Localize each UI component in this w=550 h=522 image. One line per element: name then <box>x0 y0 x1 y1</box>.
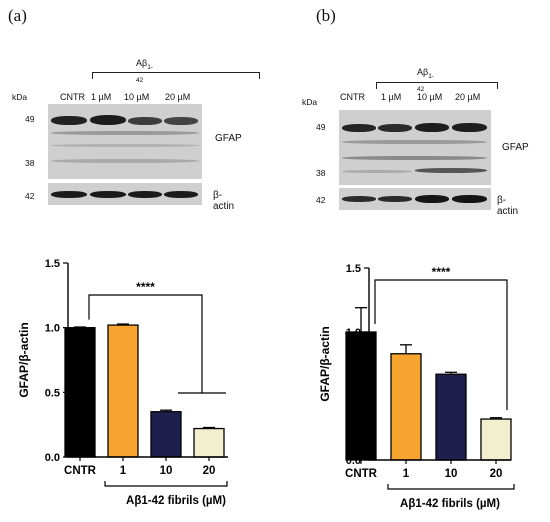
blot-band <box>378 196 412 202</box>
lane-label: 20 µM <box>455 92 481 102</box>
blot-band <box>415 123 449 132</box>
marker-49: 49 <box>25 114 35 124</box>
blot-band <box>128 117 162 125</box>
bar <box>345 331 377 461</box>
x-tick-label: 1 <box>403 468 410 480</box>
y-tick-label: 1.5 <box>346 263 361 275</box>
x-group-bracket <box>104 481 228 487</box>
lane-label: 20 µM <box>165 92 191 102</box>
protein-label-gfap: GFAP <box>502 142 529 153</box>
y-axis-label: GFAP/β-actin <box>17 322 31 397</box>
x-axis-label: Aβ1-42 fibrils (µM) <box>126 495 226 507</box>
blot-band <box>90 191 126 198</box>
blot-band <box>452 123 487 132</box>
bar <box>193 427 225 458</box>
x-tick-label: CNTR <box>64 465 97 477</box>
x-tick-label: 10 <box>160 465 173 477</box>
x-tick-label: 20 <box>490 468 503 480</box>
y-tick-label: 0.5 <box>45 387 60 399</box>
bar <box>390 353 422 461</box>
kda-label: kDa <box>12 92 28 102</box>
actin-blot <box>48 183 202 205</box>
bar-chart-a: 0.0 0.5 1.0 1.5 GFAP/β-actin CNTR 1 10 20 Aβ1-42 … <box>17 258 228 507</box>
bar-chart-b: 0.00.51.01.5GFAP/β-actinCNTR11020Aβ1-42 … <box>318 263 515 510</box>
blot-band <box>51 144 199 147</box>
blot-band <box>342 170 412 173</box>
bar <box>480 418 512 461</box>
group-label: Aβ1-42 <box>417 67 434 93</box>
blot-band <box>415 168 487 173</box>
group-label: Aβ1-42 <box>136 58 153 84</box>
blot-band <box>342 196 376 202</box>
lane-label: CNTR <box>340 92 365 102</box>
blot-band <box>342 124 376 132</box>
blot-band <box>90 115 126 125</box>
group-bracket <box>92 72 260 79</box>
lane-label: CNTR <box>60 92 85 102</box>
y-tick-label: 1.5 <box>45 258 60 270</box>
blot-band <box>51 131 199 135</box>
blot-band <box>164 191 198 198</box>
significance-label: **** <box>432 265 451 279</box>
significance-label: **** <box>136 280 155 294</box>
blot-band <box>51 116 87 125</box>
marker-38: 38 <box>316 168 326 178</box>
blot-band <box>452 195 487 203</box>
protein-label-gfap: GFAP <box>215 133 242 144</box>
bar <box>150 411 182 458</box>
x-tick-label: 10 <box>445 468 458 480</box>
x-group-bracket <box>387 484 515 490</box>
actin-blot <box>339 188 491 210</box>
x-tick-label: 20 <box>203 465 216 477</box>
blot-band <box>51 191 87 198</box>
blot-band <box>415 195 449 203</box>
bar <box>107 324 139 458</box>
protein-label-actin: β-actin <box>213 190 235 212</box>
marker-38: 38 <box>25 158 35 168</box>
y-axis-label: GFAP/β-actin <box>318 326 332 401</box>
kda-label: kDa <box>302 97 318 107</box>
group-bracket <box>376 82 498 89</box>
blot-band <box>342 140 487 144</box>
blot-band <box>51 159 199 163</box>
x-tick-label: 1 <box>120 465 127 477</box>
blot-band <box>128 191 162 198</box>
lane-label: 1 µM <box>381 92 402 102</box>
significance-bracket <box>374 279 508 410</box>
x-axis-label: Aβ1-42 fibrils (µM) <box>400 498 500 510</box>
marker-42: 42 <box>25 191 35 201</box>
bar <box>64 327 96 458</box>
lane-label: 10 µM <box>124 92 150 102</box>
y-tick-label: 0.0 <box>45 452 60 464</box>
marker-42: 42 <box>316 195 326 205</box>
significance-bracket <box>88 294 203 393</box>
x-tick-label: CNTR <box>345 468 378 480</box>
blot-band <box>164 117 198 125</box>
lane-label: 1 µM <box>91 92 112 102</box>
blot-band <box>378 124 412 132</box>
gfap-blot <box>48 104 202 179</box>
blot-band <box>342 156 487 160</box>
panel-label-a: (a) <box>8 6 27 25</box>
y-tick-label: 1.0 <box>45 323 60 335</box>
marker-49: 49 <box>316 122 326 132</box>
lane-label: 10 µM <box>417 92 443 102</box>
bar <box>435 373 467 461</box>
gfap-blot <box>339 110 491 185</box>
protein-label-actin: β-actin <box>497 195 519 217</box>
panel-label-b: (b) <box>316 6 336 25</box>
